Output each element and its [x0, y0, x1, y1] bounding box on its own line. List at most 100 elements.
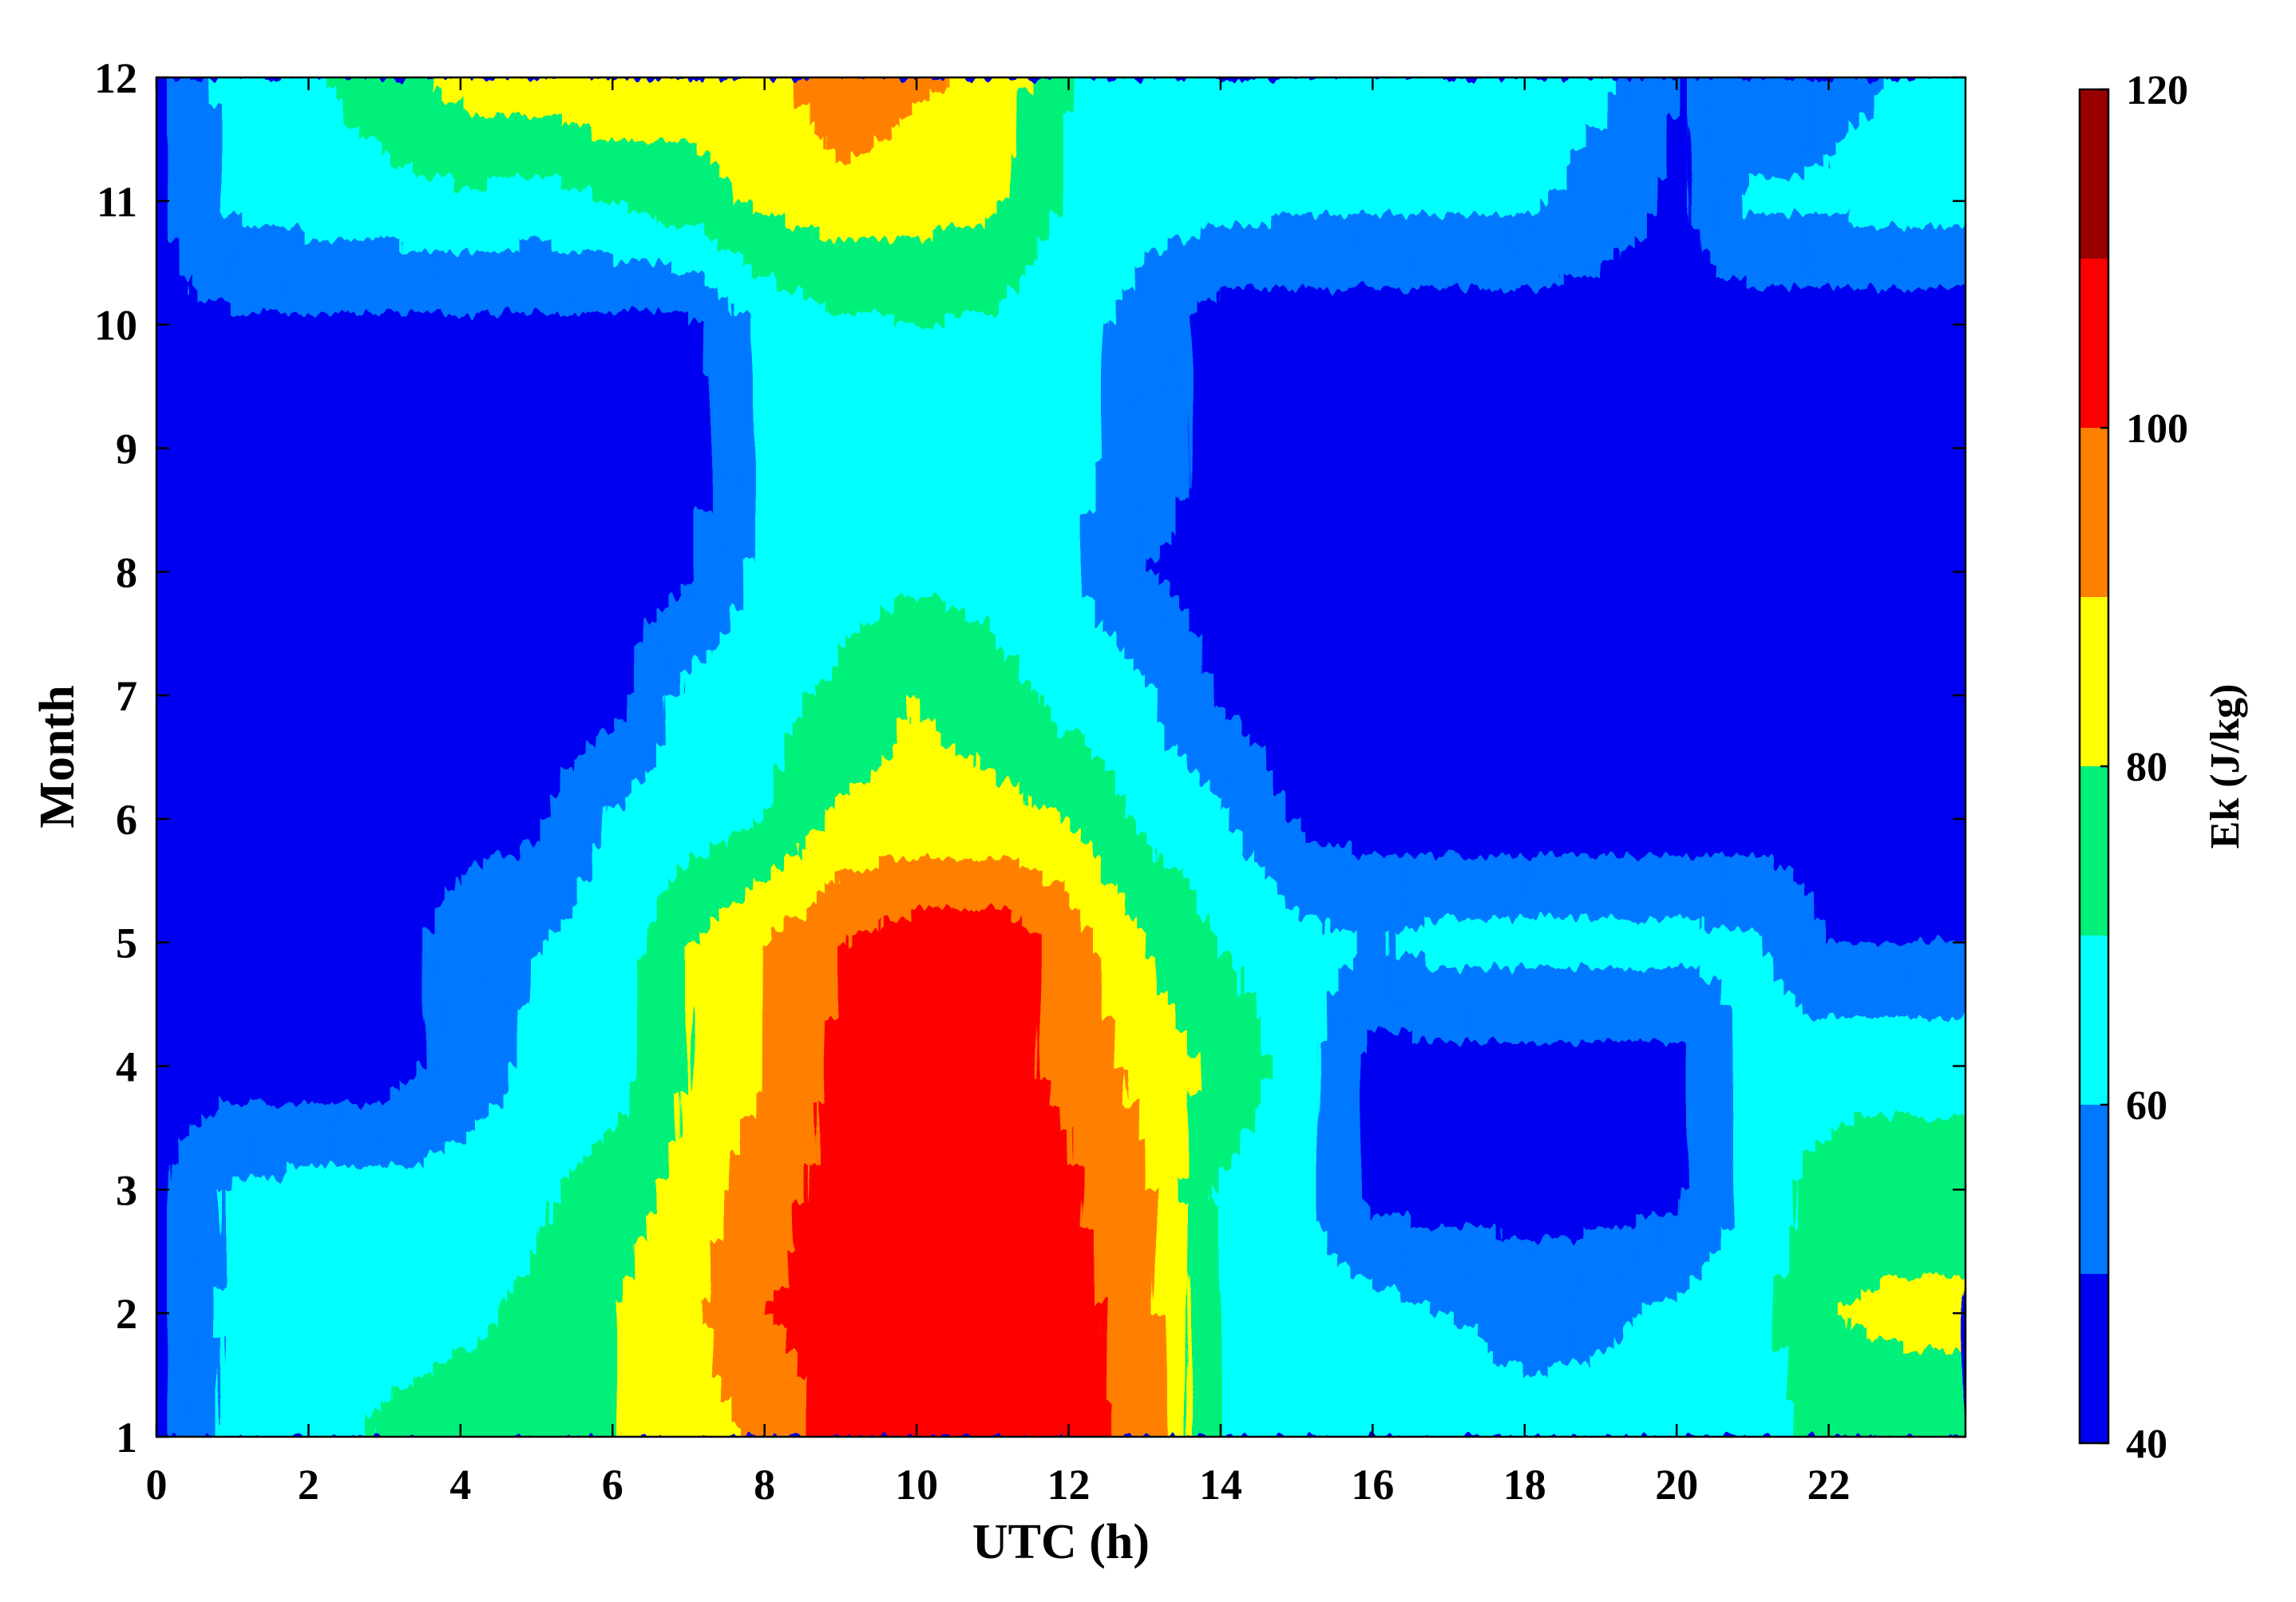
- contour-cell: [816, 374, 828, 387]
- contour-cell: [411, 1152, 424, 1166]
- contour-cell: [220, 1276, 232, 1290]
- contour-cell: [816, 955, 828, 968]
- contour-cell: [762, 1239, 775, 1252]
- contour-cell: [614, 1387, 626, 1401]
- contour-cell: [560, 126, 572, 140]
- contour-cell: [560, 917, 572, 932]
- contour-cell: [454, 299, 466, 314]
- contour-cell: [433, 1177, 445, 1191]
- contour-cell: [837, 1029, 849, 1042]
- contour-cell: [699, 621, 711, 635]
- contour-cell: [582, 769, 594, 783]
- contour-cell: [283, 213, 296, 227]
- contour-cell: [518, 1152, 530, 1166]
- contour-cell: [869, 1115, 881, 1129]
- contour-cell: [454, 892, 466, 907]
- contour-cell: [369, 200, 381, 215]
- contour-cell: [784, 583, 796, 598]
- contour-cell: [571, 1424, 584, 1437]
- contour-cell: [528, 942, 540, 956]
- contour-cell: [710, 621, 722, 635]
- contour-cell: [752, 1127, 764, 1141]
- contour-cell: [592, 1300, 604, 1315]
- contour-cell: [315, 1325, 328, 1339]
- contour-cell: [251, 1325, 264, 1339]
- contour-cell: [635, 1313, 647, 1327]
- contour-cell: [762, 955, 775, 968]
- contour-cell: [720, 1066, 732, 1079]
- contour-cell: [454, 955, 466, 968]
- contour-cell: [624, 1387, 636, 1401]
- contour-cell: [826, 572, 838, 585]
- contour-cell: [528, 275, 540, 289]
- contour-cell: [880, 930, 892, 943]
- contour-cell: [273, 1338, 285, 1351]
- contour-cell: [263, 250, 275, 264]
- contour-cell: [614, 1412, 626, 1426]
- contour-cell: [635, 263, 647, 276]
- contour-cell: [295, 299, 307, 314]
- contour-cell: [199, 1375, 211, 1388]
- contour-cell: [369, 1140, 381, 1153]
- contour-cell: [869, 176, 881, 190]
- contour-cell: [560, 843, 572, 857]
- contour-cell: [209, 1214, 221, 1228]
- contour-cell: [379, 1375, 392, 1388]
- contour-cell: [465, 1288, 477, 1302]
- contour-cell: [560, 1102, 572, 1117]
- contour-cell: [646, 213, 658, 227]
- contour-cell: [848, 1054, 860, 1067]
- contour-cell: [497, 126, 509, 140]
- contour-cell: [837, 979, 849, 993]
- contour-cell: [305, 1239, 317, 1252]
- contour-cell: [251, 1140, 264, 1153]
- contour-cell: [539, 114, 552, 128]
- contour-cell: [603, 917, 616, 932]
- contour-cell: [390, 1288, 402, 1302]
- contour-cell: [443, 892, 456, 907]
- contour-cell: [794, 411, 806, 425]
- contour-cell: [730, 1399, 743, 1413]
- contour-cell: [358, 1152, 370, 1166]
- contour-cell: [539, 1276, 552, 1290]
- contour-cell: [774, 1350, 786, 1364]
- contour-cell: [528, 892, 540, 907]
- contour-cell: [188, 1276, 200, 1290]
- contour-cell: [167, 1239, 179, 1252]
- contour-cell: [837, 1239, 849, 1252]
- contour-cell: [699, 534, 711, 548]
- contour-cell: [337, 1264, 349, 1277]
- contour-cell: [465, 1140, 477, 1153]
- contour-cell: [295, 139, 307, 152]
- contour-cell: [624, 732, 636, 746]
- contour-cell: [646, 818, 658, 833]
- contour-cell: [858, 1264, 870, 1277]
- contour-cell: [742, 1189, 754, 1203]
- contour-cell: [539, 1029, 552, 1042]
- contour-cell: [454, 287, 466, 301]
- contour-cell: [742, 979, 754, 993]
- contour-cell: [433, 1375, 445, 1388]
- contour-cell: [209, 1288, 221, 1302]
- contour-cell: [730, 250, 743, 264]
- contour-cell: [635, 818, 647, 833]
- contour-cell: [518, 1288, 530, 1302]
- contour-cell: [603, 1016, 616, 1030]
- contour-cell: [379, 263, 392, 276]
- contour-cell: [560, 1251, 572, 1265]
- contour-cell: [401, 126, 413, 140]
- contour-cell: [646, 1102, 658, 1117]
- contour-cell: [688, 608, 700, 623]
- contour-cell: [401, 1288, 413, 1302]
- contour-cell: [582, 880, 594, 894]
- contour-cell: [220, 1251, 232, 1265]
- contour-cell: [806, 596, 817, 610]
- contour-cell: [869, 942, 881, 956]
- contour-cell: [220, 1412, 232, 1426]
- contour-cell: [422, 1276, 434, 1290]
- contour-cell: [358, 238, 370, 251]
- contour-cell: [518, 1201, 530, 1216]
- contour-cell: [635, 1115, 647, 1129]
- contour-cell: [794, 818, 806, 833]
- contour-cell: [869, 1140, 881, 1153]
